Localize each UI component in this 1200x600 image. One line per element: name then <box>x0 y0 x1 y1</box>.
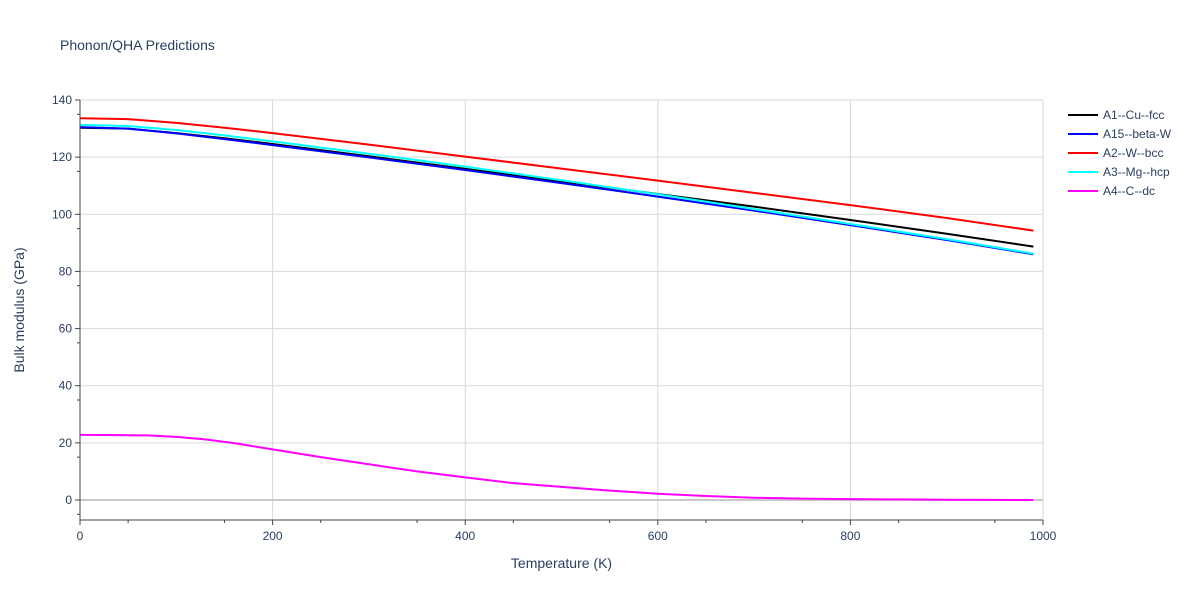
y-tick-label: 60 <box>59 322 73 336</box>
series-line-A15--beta-W <box>79 126 1034 256</box>
plot-area: 0 200 400 600 800 1000 0 20 40 60 80 100 120 140 <box>52 93 1057 543</box>
axes: 0 200 400 600 800 1000 0 20 40 60 80 100 120 140 <box>52 93 1057 543</box>
legend-item: A15--beta-W <box>1068 127 1172 141</box>
chart-title: Phonon/QHA Predictions <box>60 37 215 53</box>
legend-item: A4--C--dc <box>1068 184 1155 198</box>
x-tick-label: 0 <box>77 529 84 543</box>
y-tick-label: 100 <box>52 207 72 221</box>
series-line-A4--C--dc <box>79 433 1034 501</box>
legend-label: A2--W--bcc <box>1103 146 1163 160</box>
legend-label: A1--Cu--fcc <box>1103 108 1164 122</box>
y-tick-label: 40 <box>59 379 73 393</box>
grid <box>80 99 1044 520</box>
x-tick-label: 600 <box>648 529 668 543</box>
legend-label: A15--beta-W <box>1103 127 1172 141</box>
y-tick-label: 0 <box>65 493 72 507</box>
legend-item: A3--Mg--hcp <box>1068 165 1170 179</box>
series-layer <box>79 117 1034 501</box>
x-axis-title: Temperature (K) <box>511 555 612 571</box>
legend: A1--Cu--fcc A15--beta-W A2--W--bcc A3--Mg--… <box>1068 108 1172 198</box>
legend-label: A4--C--dc <box>1103 184 1155 198</box>
x-tick-label: 200 <box>263 529 283 543</box>
y-tick-label: 140 <box>52 93 72 107</box>
x-tick-label: 400 <box>455 529 475 543</box>
y-tick-label: 120 <box>52 150 72 164</box>
legend-item: A1--Cu--fcc <box>1068 108 1164 122</box>
legend-label: A3--Mg--hcp <box>1103 165 1170 179</box>
y-axis-title: Bulk modulus (GPa) <box>11 247 27 372</box>
x-tick-label: 800 <box>840 529 860 543</box>
y-tick-label: 20 <box>59 436 73 450</box>
y-tick-label: 80 <box>59 264 73 278</box>
legend-item: A2--W--bcc <box>1068 146 1163 160</box>
series-line-A2--W--bcc <box>79 117 1034 232</box>
x-tick-label: 1000 <box>1030 529 1057 543</box>
series-line-A3--Mg--hcp <box>79 123 1034 255</box>
